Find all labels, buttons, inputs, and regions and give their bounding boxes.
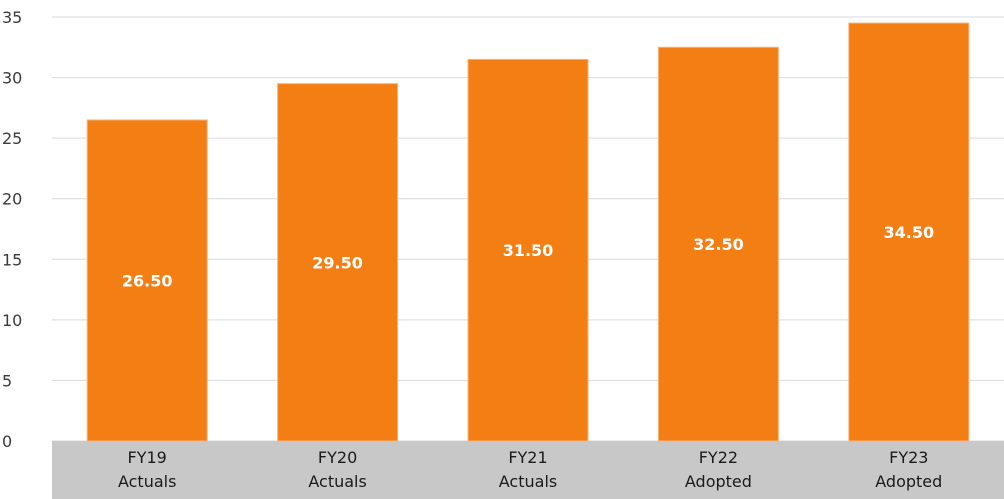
x-tick-label: FY19 Actuals (118, 448, 176, 491)
y-tick-label: 20 (2, 190, 22, 209)
y-tick-label: 30 (2, 69, 22, 88)
data-labels: 26.50 29.50 31.50 32.50 34.50 (122, 223, 934, 290)
category-band (52, 441, 1004, 499)
y-tick-label: 25 (2, 129, 22, 148)
x-tick-label: FY21 Actuals (499, 448, 557, 491)
data-label: 32.50 (693, 235, 744, 254)
x-tick-label: FY23 Adopted (875, 448, 942, 491)
y-tick-label: 15 (2, 250, 22, 269)
bar-fy23 (848, 22, 970, 442)
data-label: 29.50 (312, 253, 363, 272)
data-label: 31.50 (503, 241, 554, 260)
y-tick-label: 10 (2, 311, 22, 330)
x-axis-tick-labels: FY19 Actuals FY20 Actuals FY21 Actuals FY22 Ado… (118, 448, 942, 491)
y-tick-label: 35 (2, 8, 22, 27)
x-tick-label: FY22 Adopted (685, 448, 752, 491)
y-tick-label: 5 (2, 371, 12, 390)
bar-fy19 (86, 119, 208, 442)
bars (86, 22, 970, 442)
data-label: 26.50 (122, 271, 173, 290)
y-axis-tick-labels: 0 5 10 15 20 25 30 35 (2, 8, 22, 451)
bar-fy21 (467, 58, 589, 442)
y-tick-label: 0 (2, 432, 12, 451)
data-label: 34.50 (883, 223, 934, 242)
x-tick-label: FY20 Actuals (308, 448, 366, 491)
bar-fy22 (657, 46, 779, 442)
bar-fy20 (277, 83, 399, 442)
category-axis-band (52, 441, 1004, 499)
